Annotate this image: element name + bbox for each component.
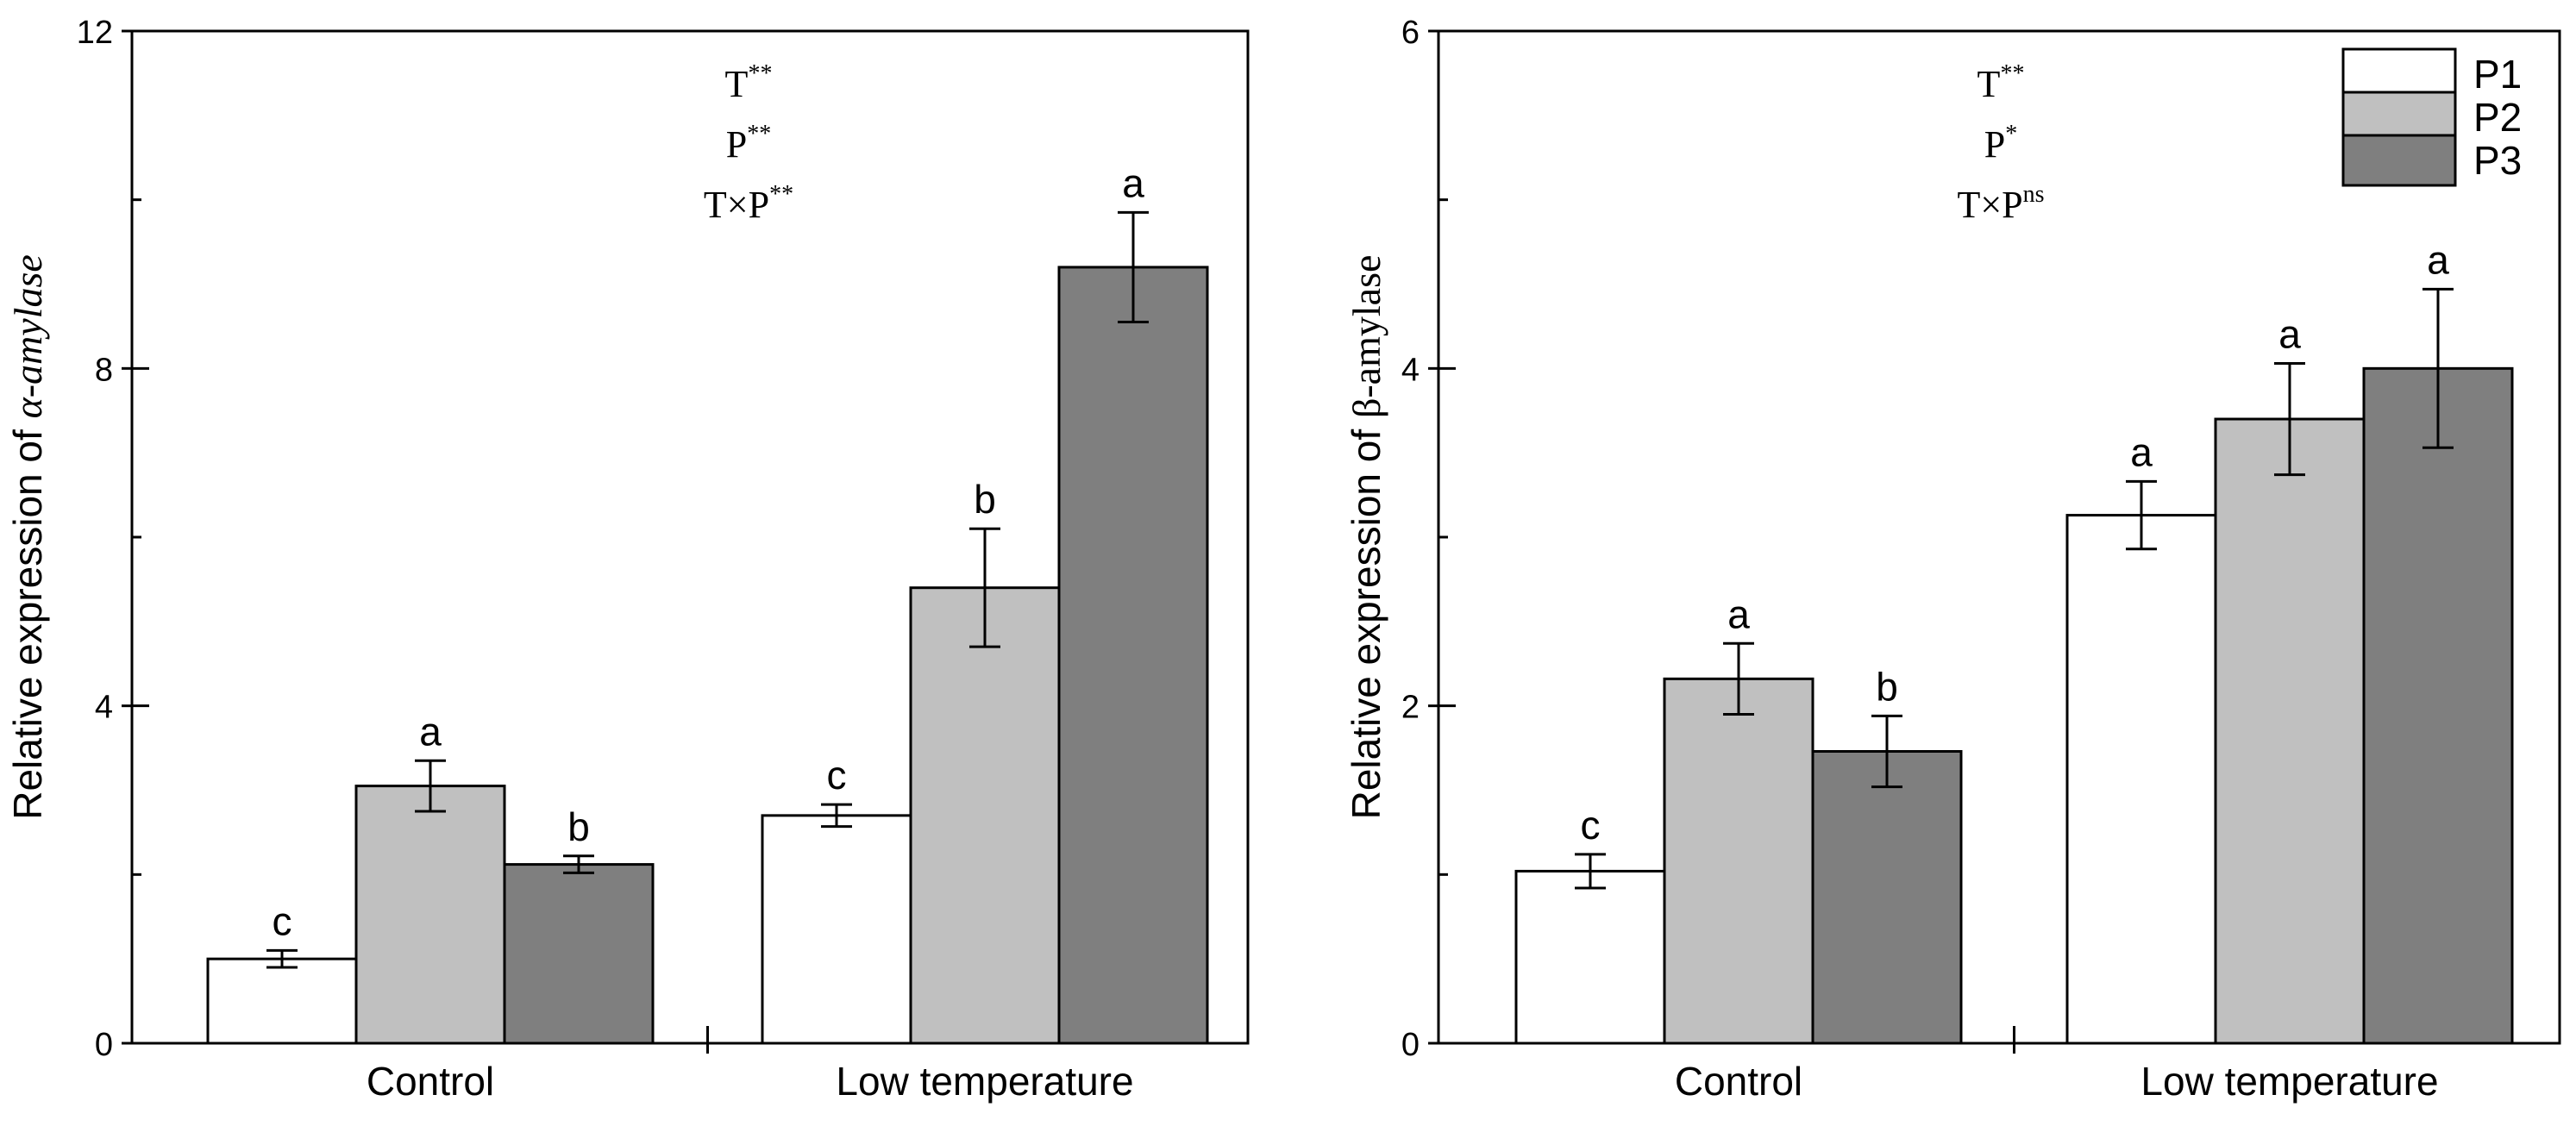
y-tick-label: 4 <box>95 690 113 726</box>
significance-letter: c <box>273 898 292 943</box>
stat-annotation-sup: ns <box>2023 181 2045 208</box>
x-category-label: Low temperature <box>2140 1059 2438 1104</box>
legend-label: P3 <box>2473 138 2522 183</box>
legend-label: P1 <box>2473 52 2522 97</box>
stat-annotation: P* <box>1984 121 2017 166</box>
x-category-label: Control <box>1675 1059 1802 1104</box>
stat-annotation-base: T×P <box>1957 184 2022 226</box>
y-axis-title-gene: β-amylase <box>1344 255 1388 418</box>
legend-swatch-p3 <box>2341 134 2457 187</box>
legend-swatch-p1 <box>2341 47 2457 101</box>
bar-p1-low-temperature <box>2065 514 2217 1045</box>
significance-letter: a <box>419 709 442 754</box>
y-tick-label: 4 <box>1401 352 1420 388</box>
significance-letter: a <box>1727 591 1750 636</box>
stat-annotation-base: P <box>726 123 747 166</box>
y-axis-title: Relative expression of α-amylase <box>5 254 50 820</box>
y-axis-title-prefix: Relative expression of <box>5 418 50 819</box>
stat-annotation-sup: ** <box>747 121 771 147</box>
bar-p3-low-temperature <box>1057 266 1209 1045</box>
significance-letter: a <box>2130 429 2153 474</box>
bar-p3-low-temperature <box>2362 366 2514 1045</box>
y-tick-label: 0 <box>95 1027 113 1063</box>
stat-annotation-base: T <box>725 63 749 105</box>
stat-annotation-base: T <box>1977 63 2001 105</box>
x-category-label: Control <box>367 1059 494 1104</box>
significance-letter: b <box>567 804 590 849</box>
y-tick-label: 12 <box>77 15 113 51</box>
stat-annotation-base: T×P <box>704 184 769 226</box>
y-tick-label: 8 <box>95 352 113 388</box>
significance-letter: a <box>2278 311 2301 356</box>
y-tick-label: 0 <box>1401 1027 1420 1063</box>
stat-annotation: P** <box>726 121 771 166</box>
y-tick-label: 2 <box>1401 690 1420 726</box>
significance-letter: a <box>2427 237 2449 282</box>
bar-p1-low-temperature <box>761 814 912 1045</box>
stat-annotation-sup: * <box>2005 121 2017 147</box>
bar-p3-control <box>503 863 655 1045</box>
stat-annotation-sup: ** <box>2000 60 2024 87</box>
stat-annotation: T** <box>725 60 773 105</box>
y-axis-title-prefix: Relative expression of <box>1344 418 1388 819</box>
y-axis-title-gene: α-amylase <box>6 254 50 418</box>
stat-annotation-sup: ** <box>769 181 793 208</box>
chart-panel-2: 0 2 4 6 Relative expression of β-amylase c a b C… <box>1344 15 2561 1104</box>
bar-p2-low-temperature <box>909 586 1061 1045</box>
y-tick-label: 6 <box>1401 15 1420 51</box>
bar-p1-control <box>206 957 358 1045</box>
legend-swatch-p2 <box>2341 91 2457 144</box>
significance-letter: b <box>1876 664 1898 709</box>
x-category-label: Low temperature <box>836 1059 1133 1104</box>
stat-annotation: T** <box>1977 60 2025 105</box>
stat-annotation-sup: ** <box>748 60 772 87</box>
y-axis-title: Relative expression of β-amylase <box>1344 255 1388 820</box>
significance-letter: b <box>974 477 996 522</box>
bar-p2-control <box>1663 677 1814 1045</box>
chart-panel-1: 0 4 8 12 Relative expression of α-amylase c a b… <box>5 15 1250 1104</box>
stat-annotation: T×P** <box>704 181 793 226</box>
bar-p3-control <box>1811 749 1963 1045</box>
significance-letter: a <box>1122 160 1144 205</box>
bar-p2-low-temperature <box>2214 417 2366 1045</box>
stat-annotation: T×Pns <box>1957 181 2044 226</box>
bar-p1-control <box>1514 869 1666 1045</box>
bar-p2-control <box>354 785 506 1045</box>
stat-annotation-base: P <box>1984 123 2005 166</box>
significance-letter: c <box>1581 803 1601 848</box>
significance-letter: c <box>827 753 847 798</box>
legend-label: P2 <box>2473 95 2522 140</box>
